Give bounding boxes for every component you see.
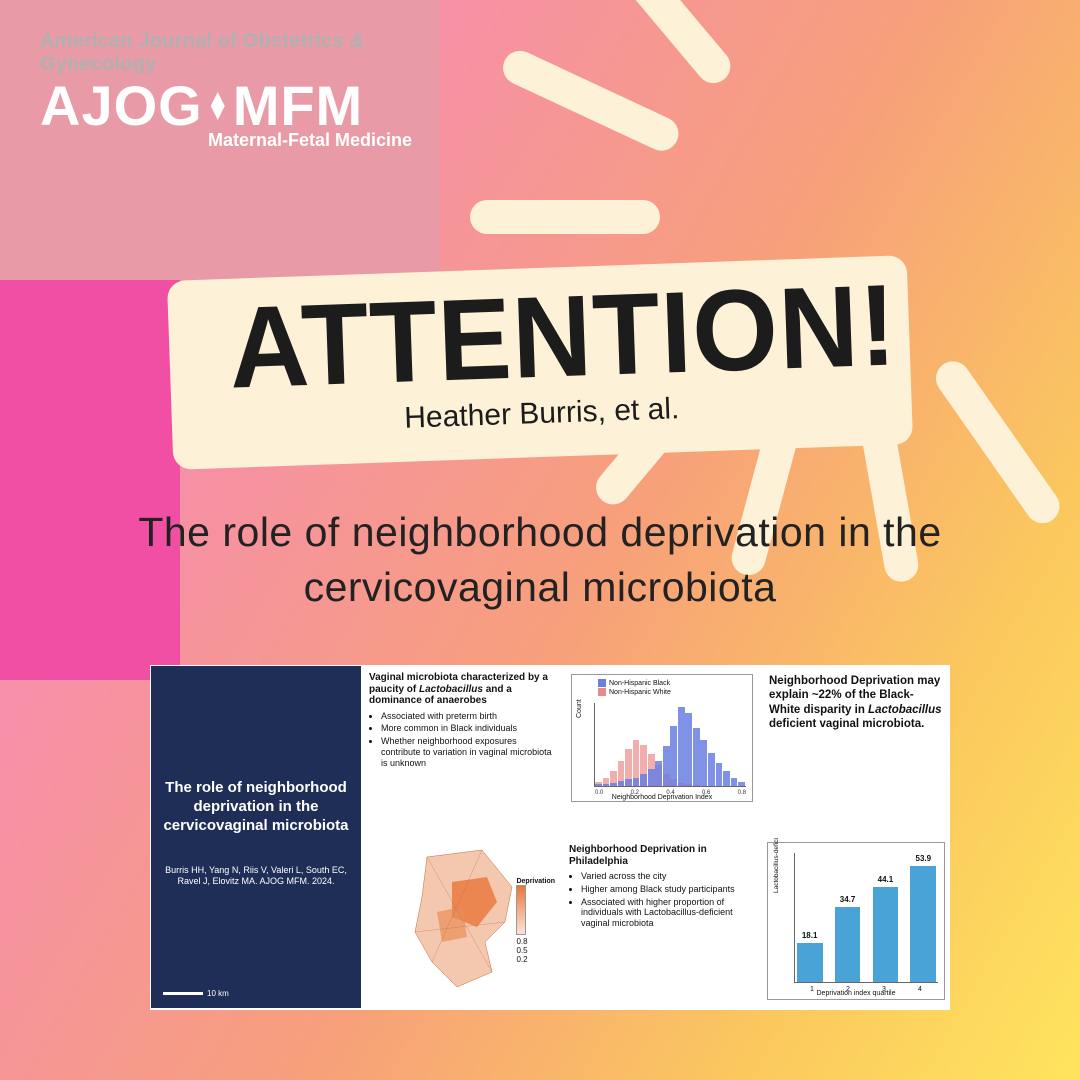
legend-swatch-blue xyxy=(598,679,606,687)
paper-panel-title: The role of neighborhood deprivation in … xyxy=(161,779,351,835)
journal-subtitle: Maternal-Fetal Medicine xyxy=(208,130,460,151)
histogram-ylabel: Count xyxy=(576,699,583,718)
map-legend-gradient xyxy=(516,885,526,935)
logo-ajog: AJOG xyxy=(40,78,203,134)
list-item: Whether neighborhood exposures contribut… xyxy=(381,736,555,768)
paper-figure: The role of neighborhood deprivation in … xyxy=(150,665,950,1010)
map-legend-title: Deprivation xyxy=(516,878,555,885)
histogram-bars-blue xyxy=(595,703,746,786)
article-title: The role of neighborhood deprivation in … xyxy=(80,505,1000,616)
panel-histogram: Non-Hispanic Black Non-Hispanic White Co… xyxy=(562,665,762,837)
map-legend: Deprivation 0.8 0.5 0.2 xyxy=(516,878,555,964)
list-item: More common in Black individuals xyxy=(381,723,555,734)
diamond-icon xyxy=(211,92,225,120)
journal-ampersand: & xyxy=(350,30,365,52)
list-item: Associated with preterm birth xyxy=(381,711,555,722)
histogram-xlabel: Neighborhood Deprivation Index xyxy=(572,794,752,801)
journal-title-line: American Journal of Obstetrics & Gynecol… xyxy=(40,30,460,76)
philadelphia-bullets: Varied across the city Higher among Blac… xyxy=(581,871,755,929)
barchart-xlabel: Deprivation index quartile xyxy=(768,990,944,997)
panel-philadelphia-text: Neighborhood Deprivation in Philadelphia… xyxy=(562,837,762,1009)
attention-headline: ATTENTION! xyxy=(227,273,850,404)
list-item: Associated with higher proportion of ind… xyxy=(581,897,755,929)
histogram-box: Non-Hispanic Black Non-Hispanic White Co… xyxy=(571,674,753,802)
journal-title-b: Gynecology xyxy=(40,53,156,75)
legend-swatch-red xyxy=(598,688,606,696)
histogram-area: 0.0 0.2 0.4 0.6 0.8 xyxy=(594,703,746,787)
panel-map: Deprivation 0.8 0.5 0.2 xyxy=(362,837,562,1009)
journal-title-a: American Journal of Obstetrics xyxy=(40,30,344,52)
barchart-box: Lactobacillus-deficient (%) 18.134.744.1… xyxy=(767,842,945,1000)
philadelphia-heading: Neighborhood Deprivation in Philadelphia xyxy=(569,844,755,867)
list-item: Varied across the city xyxy=(581,871,755,882)
list-item: Higher among Black study participants xyxy=(581,884,755,895)
scalebar-line xyxy=(163,992,203,995)
microbiota-bullets: Associated with preterm birth More commo… xyxy=(381,711,555,769)
panel-barchart: Lactobacillus-deficient (%) 18.134.744.1… xyxy=(762,837,950,1009)
panel-microbiota-text: Vaginal microbiota characterized by a pa… xyxy=(362,665,562,837)
scalebar: 10 km xyxy=(163,989,229,998)
attention-banner: ATTENTION! Heather Burris, et al. xyxy=(167,255,913,469)
paper-citation: Burris HH, Yang N, Riis V, Valeri L, Sou… xyxy=(161,865,351,887)
barchart-bars: 18.134.744.153.9 xyxy=(795,853,938,982)
journal-header: American Journal of Obstetrics & Gynecol… xyxy=(40,30,460,151)
barchart-area: 18.134.744.153.9 xyxy=(794,853,938,983)
paper-title-panel: The role of neighborhood deprivation in … xyxy=(150,665,362,1009)
logo-mfm: MFM xyxy=(233,78,364,134)
panel-conclusion: Neighborhood Deprivation may explain ~22… xyxy=(762,665,950,837)
journal-logo: AJOG MFM xyxy=(40,78,460,134)
magenta-block xyxy=(0,280,180,680)
scalebar-label: 10 km xyxy=(207,989,229,998)
microbiota-heading: Vaginal microbiota characterized by a pa… xyxy=(369,672,555,707)
barchart-ylabel: Lactobacillus-deficient (%) xyxy=(773,837,780,893)
philadelphia-map-icon xyxy=(397,842,527,992)
histogram-legend: Non-Hispanic Black Non-Hispanic White xyxy=(598,679,671,697)
